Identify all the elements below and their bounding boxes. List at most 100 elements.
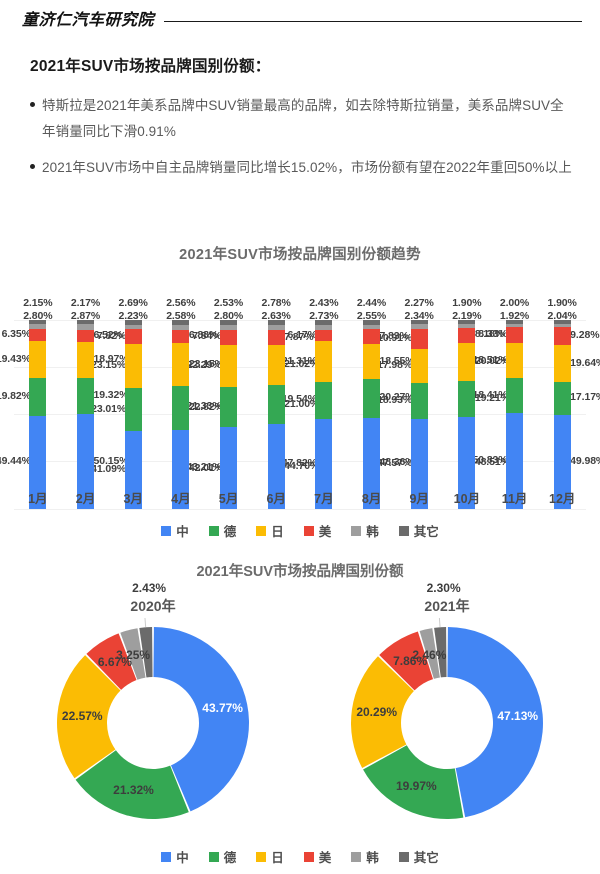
bar-segment-中[interactable]: [267, 424, 285, 509]
bar-segment-其它[interactable]: [172, 320, 190, 325]
bar-column-1月[interactable]: [14, 320, 62, 509]
bar-segment-韩[interactable]: [458, 323, 476, 328]
legend-item-德[interactable]: 德: [208, 521, 236, 540]
bar-segment-中[interactable]: [172, 429, 190, 509]
donut-slice-日[interactable]: [351, 656, 414, 768]
bar-column-6月[interactable]: [252, 320, 300, 509]
legend-item-韩[interactable]: 韩: [351, 521, 379, 540]
bar-segment-日[interactable]: [172, 342, 190, 387]
bar-segment-德[interactable]: [506, 378, 524, 413]
legend-item-美[interactable]: 美: [303, 521, 331, 540]
bar-segment-德[interactable]: [410, 383, 428, 420]
bar-segment-美[interactable]: [506, 327, 524, 344]
bar-segment-日[interactable]: [553, 344, 571, 383]
bar-segment-韩[interactable]: [124, 325, 142, 330]
bar-segment-德[interactable]: [363, 379, 381, 418]
bar-column-9月[interactable]: [395, 320, 443, 509]
bar-segment-韩[interactable]: [267, 325, 285, 331]
bar-segment-德[interactable]: [458, 380, 476, 418]
bar-segment-日[interactable]: [77, 341, 94, 378]
bar-column-11月[interactable]: [491, 320, 539, 509]
bar-segment-中[interactable]: [506, 412, 524, 509]
bar-segment-中[interactable]: [410, 419, 428, 509]
donut-slice-德[interactable]: [363, 745, 464, 819]
bar-segment-日[interactable]: [363, 344, 381, 380]
bar-segment-中[interactable]: [553, 414, 571, 509]
bar-segment-日[interactable]: [506, 343, 524, 379]
donut-slice-其它[interactable]: [139, 627, 153, 678]
bar-segment-韩[interactable]: [220, 324, 238, 331]
bar-column-3月[interactable]: [109, 320, 157, 509]
legend-item-中[interactable]: 中: [161, 847, 189, 866]
bar-segment-日[interactable]: [458, 343, 476, 381]
bar-column-4月[interactable]: [157, 320, 205, 509]
legend-item-日[interactable]: 日: [256, 521, 284, 540]
bar-segment-其它[interactable]: [29, 320, 47, 325]
donut-slice-韩[interactable]: [419, 628, 440, 679]
legend-item-美[interactable]: 美: [303, 847, 331, 866]
bar-segment-其它[interactable]: [267, 320, 285, 326]
legend-item-其它[interactable]: 其它: [398, 847, 439, 866]
bar-segment-韩[interactable]: [77, 324, 94, 330]
bar-segment-其它[interactable]: [506, 320, 524, 324]
bar-segment-德[interactable]: [172, 386, 190, 430]
legend-item-其它[interactable]: 其它: [398, 521, 439, 540]
bar-segment-日[interactable]: [220, 344, 238, 387]
donut-slice-其它[interactable]: [434, 627, 447, 678]
bar-segment-韩[interactable]: [553, 323, 571, 328]
bar-segment-中[interactable]: [458, 417, 476, 509]
bar-segment-美[interactable]: [363, 329, 381, 345]
bar-segment-美[interactable]: [77, 329, 94, 342]
bar-segment-日[interactable]: [124, 344, 142, 388]
bar-segment-韩[interactable]: [29, 324, 47, 330]
bar-segment-日[interactable]: [29, 341, 47, 379]
bar-segment-美[interactable]: [267, 330, 285, 346]
bar-column-5月[interactable]: [205, 320, 253, 509]
donut-slice-美[interactable]: [86, 633, 137, 690]
bar-segment-德[interactable]: [553, 382, 571, 415]
bar-segment-美[interactable]: [172, 329, 190, 343]
bar-segment-德[interactable]: [124, 387, 142, 432]
bar-segment-美[interactable]: [29, 329, 47, 342]
bar-segment-德[interactable]: [267, 384, 285, 425]
bar-column-12月[interactable]: [538, 320, 586, 509]
bar-column-8月[interactable]: [348, 320, 396, 509]
bar-segment-中[interactable]: [77, 414, 94, 509]
bar-segment-其它[interactable]: [363, 320, 381, 325]
bar-segment-德[interactable]: [77, 377, 94, 415]
bar-segment-中[interactable]: [220, 427, 238, 509]
bar-segment-中[interactable]: [363, 417, 381, 509]
bar-segment-美[interactable]: [553, 327, 571, 345]
bar-column-10月[interactable]: [443, 320, 491, 509]
bar-segment-美[interactable]: [220, 330, 238, 345]
legend-item-韩[interactable]: 韩: [351, 847, 379, 866]
legend-item-中[interactable]: 中: [161, 521, 189, 540]
bar-segment-中[interactable]: [124, 431, 142, 509]
bar-segment-其它[interactable]: [315, 320, 333, 325]
donut-slice-德[interactable]: [75, 750, 189, 819]
bar-segment-德[interactable]: [220, 387, 238, 428]
donut-slice-美[interactable]: [379, 631, 434, 691]
bar-segment-其它[interactable]: [220, 320, 238, 325]
bar-segment-日[interactable]: [267, 345, 285, 385]
bar-segment-美[interactable]: [410, 328, 428, 350]
bar-segment-美[interactable]: [124, 329, 142, 345]
bar-segment-德[interactable]: [315, 381, 333, 419]
bar-segment-中[interactable]: [29, 415, 47, 509]
bar-segment-日[interactable]: [315, 341, 333, 382]
bar-segment-中[interactable]: [315, 418, 333, 509]
bar-segment-美[interactable]: [315, 329, 333, 342]
donut-slice-中[interactable]: [447, 627, 544, 818]
bar-segment-韩[interactable]: [410, 324, 428, 329]
bar-segment-日[interactable]: [410, 349, 428, 384]
bar-segment-其它[interactable]: [124, 320, 142, 326]
bar-column-2月[interactable]: [62, 320, 110, 509]
legend-item-日[interactable]: 日: [256, 847, 284, 866]
bar-segment-其它[interactable]: [553, 320, 571, 324]
donut-slice-日[interactable]: [56, 655, 121, 779]
bar-segment-其它[interactable]: [410, 320, 428, 325]
bar-segment-其它[interactable]: [77, 320, 94, 325]
donut-slice-中[interactable]: [153, 627, 250, 812]
bar-segment-韩[interactable]: [315, 324, 333, 330]
bar-segment-德[interactable]: [29, 378, 47, 416]
